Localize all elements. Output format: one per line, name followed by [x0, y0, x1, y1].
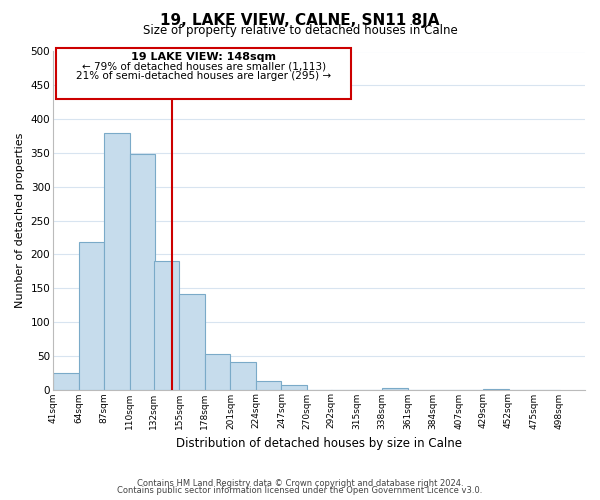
Bar [104, 134, 130, 390]
Bar [130, 154, 155, 390]
Bar [79, 242, 104, 390]
FancyBboxPatch shape [56, 48, 351, 99]
Bar [53, 374, 79, 390]
Bar [154, 261, 179, 390]
Text: Contains public sector information licensed under the Open Government Licence v3: Contains public sector information licen… [118, 486, 482, 495]
X-axis label: Distribution of detached houses by size in Calne: Distribution of detached houses by size … [176, 437, 462, 450]
Text: 21% of semi-detached houses are larger (295) →: 21% of semi-detached houses are larger (… [76, 71, 331, 81]
Text: 19, LAKE VIEW, CALNE, SN11 8JA: 19, LAKE VIEW, CALNE, SN11 8JA [160, 12, 440, 28]
Bar [179, 294, 205, 390]
Bar [382, 388, 407, 390]
Text: 19 LAKE VIEW: 148sqm: 19 LAKE VIEW: 148sqm [131, 52, 276, 62]
Bar [281, 385, 307, 390]
Bar [483, 389, 509, 390]
Text: Contains HM Land Registry data © Crown copyright and database right 2024.: Contains HM Land Registry data © Crown c… [137, 478, 463, 488]
Bar [256, 380, 281, 390]
Y-axis label: Number of detached properties: Number of detached properties [15, 133, 25, 308]
Bar [230, 362, 256, 390]
Text: ← 79% of detached houses are smaller (1,113): ← 79% of detached houses are smaller (1,… [82, 62, 326, 72]
Bar [205, 354, 230, 390]
Text: Size of property relative to detached houses in Calne: Size of property relative to detached ho… [143, 24, 457, 37]
